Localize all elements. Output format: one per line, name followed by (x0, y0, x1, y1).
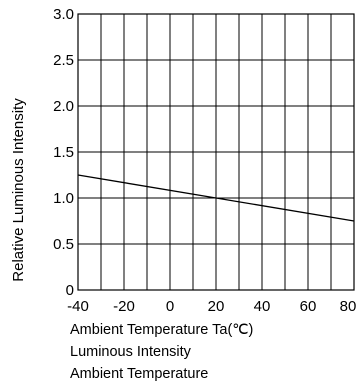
x-tick-label: 60 (300, 298, 317, 315)
chart: 0 0.5 1.0 1.5 2.0 2.5 3.0 -40 -20 0 20 40 60 80 Relat… (10, 6, 356, 315)
series-group (77, 174, 355, 222)
tick-labels: 0 0.5 1.0 1.5 2.0 2.5 3.0 -40 -20 0 20 40 60 80 (53, 6, 356, 315)
x-tick-label: 80 (340, 298, 357, 315)
caption-ambient-temperature: Ambient Temperature (70, 366, 209, 382)
y-tick-label: 0.5 (53, 236, 74, 253)
caption-luminous-intensity: Luminous Intensity (70, 344, 191, 360)
x-axis-label: Ambient Temperature Ta(℃) (70, 322, 254, 338)
x-tick-label: 20 (208, 298, 225, 315)
y-tick-label: 2.5 (53, 52, 74, 69)
y-axis-label: Relative Luminous Intensity (10, 98, 27, 282)
plot-frame (77, 13, 355, 291)
y-tick-label: 1.0 (53, 190, 74, 207)
x-tick-label: -40 (67, 298, 89, 315)
y-tick-label: 1.5 (53, 144, 74, 161)
y-tick-label: 0 (66, 282, 74, 299)
y-tick-label: 3.0 (53, 6, 74, 23)
x-tick-label: 40 (254, 298, 271, 315)
series-line (77, 174, 355, 222)
grid (77, 13, 355, 291)
x-tick-label: -20 (113, 298, 135, 315)
y-tick-label: 2.0 (53, 98, 74, 115)
x-tick-label: 0 (166, 298, 174, 315)
